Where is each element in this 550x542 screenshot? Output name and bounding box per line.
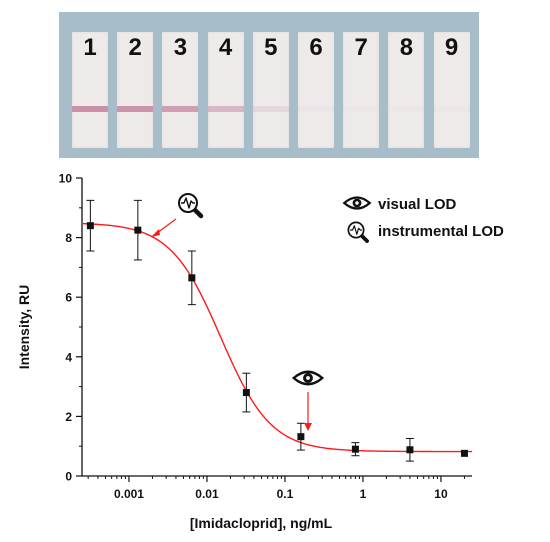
calibration-chart: 0.001 0.01 0.1 1 10 0 2 4 6 8 10 visual LOD instru… <box>16 172 504 532</box>
test-strip: 7 <box>343 32 380 148</box>
x-tick-label: 1 <box>360 487 367 501</box>
y-tick-label: 2 <box>65 410 72 424</box>
signal-wave <box>350 225 362 235</box>
test-strip-panel: 1 2 3 4 5 6 7 8 9 <box>59 12 479 158</box>
test-line-band <box>162 106 199 112</box>
fit-curve <box>81 222 472 453</box>
magnifier-icon <box>347 221 369 243</box>
strip-number: 1 <box>83 34 97 61</box>
strip-number: 4 <box>218 34 233 61</box>
test-line-band <box>343 106 379 112</box>
x-tick-label: 0.01 <box>195 487 219 501</box>
x-axis-ticks: 0.001 0.01 0.1 1 10 <box>87 476 465 501</box>
y-tick-label: 10 <box>59 172 73 186</box>
data-points <box>86 222 468 457</box>
test-line-band <box>117 106 154 112</box>
eye-icon <box>291 370 325 386</box>
magnifier-handle <box>359 233 369 243</box>
test-strip: 6 <box>298 32 334 148</box>
test-line-band <box>298 106 334 112</box>
visual-lod-arrowhead <box>304 423 312 431</box>
instrumental-lod-arrow <box>156 218 177 234</box>
strip-number: 8 <box>399 34 414 61</box>
legend: visual LOD instrumental LOD <box>342 196 504 243</box>
y-tick-label: 4 <box>65 350 72 364</box>
test-line-band <box>434 106 470 112</box>
test-strip: 1 <box>72 32 108 148</box>
strip-number: 2 <box>128 34 142 61</box>
x-tick-label: 10 <box>434 487 448 501</box>
legend-label-visual: visual LOD <box>378 196 457 213</box>
data-point <box>297 433 305 441</box>
eye-highlight <box>355 201 359 205</box>
strip-number: 5 <box>264 34 278 61</box>
eye-icon <box>342 196 372 210</box>
test-strip: 8 <box>388 32 425 148</box>
y-axis-label: Intensity, RU <box>16 285 32 370</box>
test-strip: 4 <box>207 32 244 148</box>
data-point <box>460 449 468 457</box>
magnifier-handle <box>191 206 204 219</box>
test-strip: 3 <box>162 32 199 148</box>
strip-number: 7 <box>354 34 368 61</box>
data-point <box>134 226 142 234</box>
y-axis-ticks: 0 2 4 6 8 10 <box>59 172 82 484</box>
test-line-band <box>72 106 108 112</box>
strip-number: 3 <box>173 34 188 61</box>
data-point <box>86 222 94 230</box>
test-line-band <box>388 106 424 112</box>
test-strip: 2 <box>117 32 154 148</box>
x-tick-label: 0.1 <box>277 487 294 501</box>
signal-wave <box>181 197 195 209</box>
x-tick-label: 0.001 <box>114 487 144 501</box>
legend-label-instrumental: instrumental LOD <box>378 223 504 240</box>
lod-annotations <box>151 193 325 431</box>
data-point <box>188 274 196 282</box>
x-axis-label: [Imidacloprid], ng/mL <box>190 515 333 531</box>
magnifier-icon <box>178 193 204 219</box>
test-line-band <box>207 106 244 112</box>
strip-number: 6 <box>309 34 323 61</box>
eye-highlight <box>306 376 310 380</box>
test-strip: 5 <box>252 32 289 148</box>
instrumental-lod-arrowhead <box>151 229 160 237</box>
data-point <box>242 389 250 397</box>
test-line-band <box>252 106 289 112</box>
y-tick-label: 6 <box>65 291 72 305</box>
strip-number: 9 <box>444 34 459 61</box>
test-strip: 9 <box>433 32 470 148</box>
y-tick-label: 8 <box>65 231 72 245</box>
y-tick-label: 0 <box>65 470 72 484</box>
data-point <box>406 446 414 454</box>
error-bars <box>86 199 414 462</box>
data-point <box>351 445 359 453</box>
